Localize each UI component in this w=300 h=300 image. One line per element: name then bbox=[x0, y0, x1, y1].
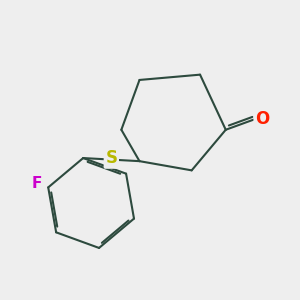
Text: O: O bbox=[255, 110, 269, 128]
Text: S: S bbox=[105, 149, 117, 167]
Text: F: F bbox=[32, 176, 42, 191]
